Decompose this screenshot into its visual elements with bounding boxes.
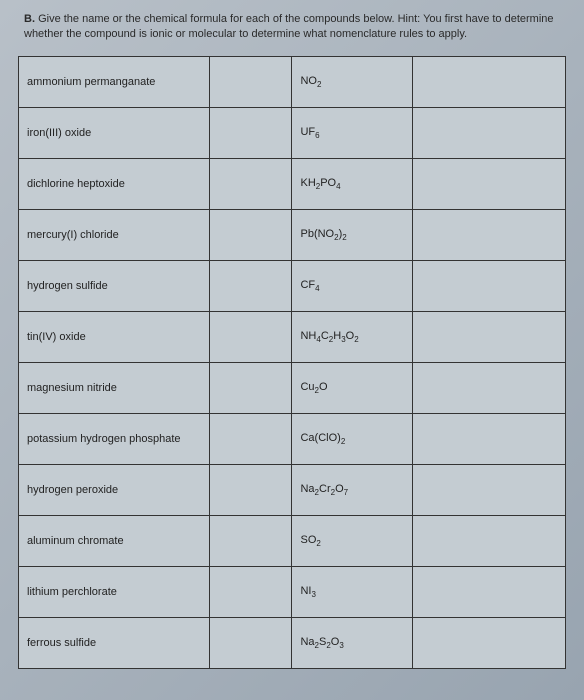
- table-row: ferrous sulfide Na2S2O3: [19, 617, 566, 668]
- compound-formula-cell: CF4: [292, 260, 412, 311]
- compound-name-cell: aluminum chromate: [19, 515, 210, 566]
- answer-cell-right: [412, 464, 565, 515]
- answer-cell-left: [210, 311, 292, 362]
- answer-cell-right: [412, 566, 565, 617]
- answer-cell-left: [210, 515, 292, 566]
- answer-cell-left: [210, 260, 292, 311]
- compound-formula-cell: KH2PO4: [292, 158, 412, 209]
- answer-cell-right: [412, 56, 565, 107]
- answer-cell-right: [412, 413, 565, 464]
- answer-cell-right: [412, 158, 565, 209]
- answer-cell-left: [210, 617, 292, 668]
- table-row: hydrogen sulfide CF4: [19, 260, 566, 311]
- answer-cell-left: [210, 362, 292, 413]
- answer-cell-left: [210, 209, 292, 260]
- answer-cell-right: [412, 362, 565, 413]
- compound-name-cell: hydrogen peroxide: [19, 464, 210, 515]
- compound-formula-cell: UF6: [292, 107, 412, 158]
- answer-cell-right: [412, 209, 565, 260]
- compounds-table: ammonium permanganate NO2 iron(III) oxide U…: [18, 56, 566, 669]
- table-row: magnesium nitride Cu2O: [19, 362, 566, 413]
- answer-cell-left: [210, 566, 292, 617]
- compound-name-cell: magnesium nitride: [19, 362, 210, 413]
- table-row: ammonium permanganate NO2: [19, 56, 566, 107]
- question-text: Give the name or the chemical formula fo…: [24, 13, 554, 40]
- compound-formula-cell: NI3: [292, 566, 412, 617]
- compound-formula-cell: NO2: [292, 56, 412, 107]
- answer-cell-left: [210, 158, 292, 209]
- compound-formula-cell: SO2: [292, 515, 412, 566]
- compound-name-cell: ammonium permanganate: [19, 56, 210, 107]
- answer-cell-left: [210, 56, 292, 107]
- answer-cell-left: [210, 413, 292, 464]
- compound-name-cell: mercury(I) chloride: [19, 209, 210, 260]
- compound-name-cell: ferrous sulfide: [19, 617, 210, 668]
- compound-name-cell: hydrogen sulfide: [19, 260, 210, 311]
- table-row: mercury(I) chloride Pb(NO2)2: [19, 209, 566, 260]
- answer-cell-left: [210, 107, 292, 158]
- compound-name-cell: dichlorine heptoxide: [19, 158, 210, 209]
- answer-cell-right: [412, 260, 565, 311]
- table-row: tin(IV) oxide NH4C2H3O2: [19, 311, 566, 362]
- compound-formula-cell: Pb(NO2)2: [292, 209, 412, 260]
- compound-name-cell: potassium hydrogen phosphate: [19, 413, 210, 464]
- answer-cell-left: [210, 464, 292, 515]
- table-row: dichlorine heptoxide KH2PO4: [19, 158, 566, 209]
- compound-formula-cell: Na2S2O3: [292, 617, 412, 668]
- answer-cell-right: [412, 107, 565, 158]
- compound-name-cell: iron(III) oxide: [19, 107, 210, 158]
- table-row: lithium perchlorate NI3: [19, 566, 566, 617]
- question-label: B.: [24, 13, 35, 25]
- table-row: aluminum chromate SO2: [19, 515, 566, 566]
- answer-cell-right: [412, 617, 565, 668]
- compound-formula-cell: Cu2O: [292, 362, 412, 413]
- compound-formula-cell: Na2Cr2O7: [292, 464, 412, 515]
- question-instructions: B. Give the name or the chemical formula…: [18, 12, 566, 42]
- answer-cell-right: [412, 515, 565, 566]
- table-row: iron(III) oxide UF6: [19, 107, 566, 158]
- answer-cell-right: [412, 311, 565, 362]
- compound-name-cell: lithium perchlorate: [19, 566, 210, 617]
- compound-formula-cell: Ca(ClO)2: [292, 413, 412, 464]
- table-row: hydrogen peroxide Na2Cr2O7: [19, 464, 566, 515]
- table-row: potassium hydrogen phosphate Ca(ClO)2: [19, 413, 566, 464]
- compound-formula-cell: NH4C2H3O2: [292, 311, 412, 362]
- compound-name-cell: tin(IV) oxide: [19, 311, 210, 362]
